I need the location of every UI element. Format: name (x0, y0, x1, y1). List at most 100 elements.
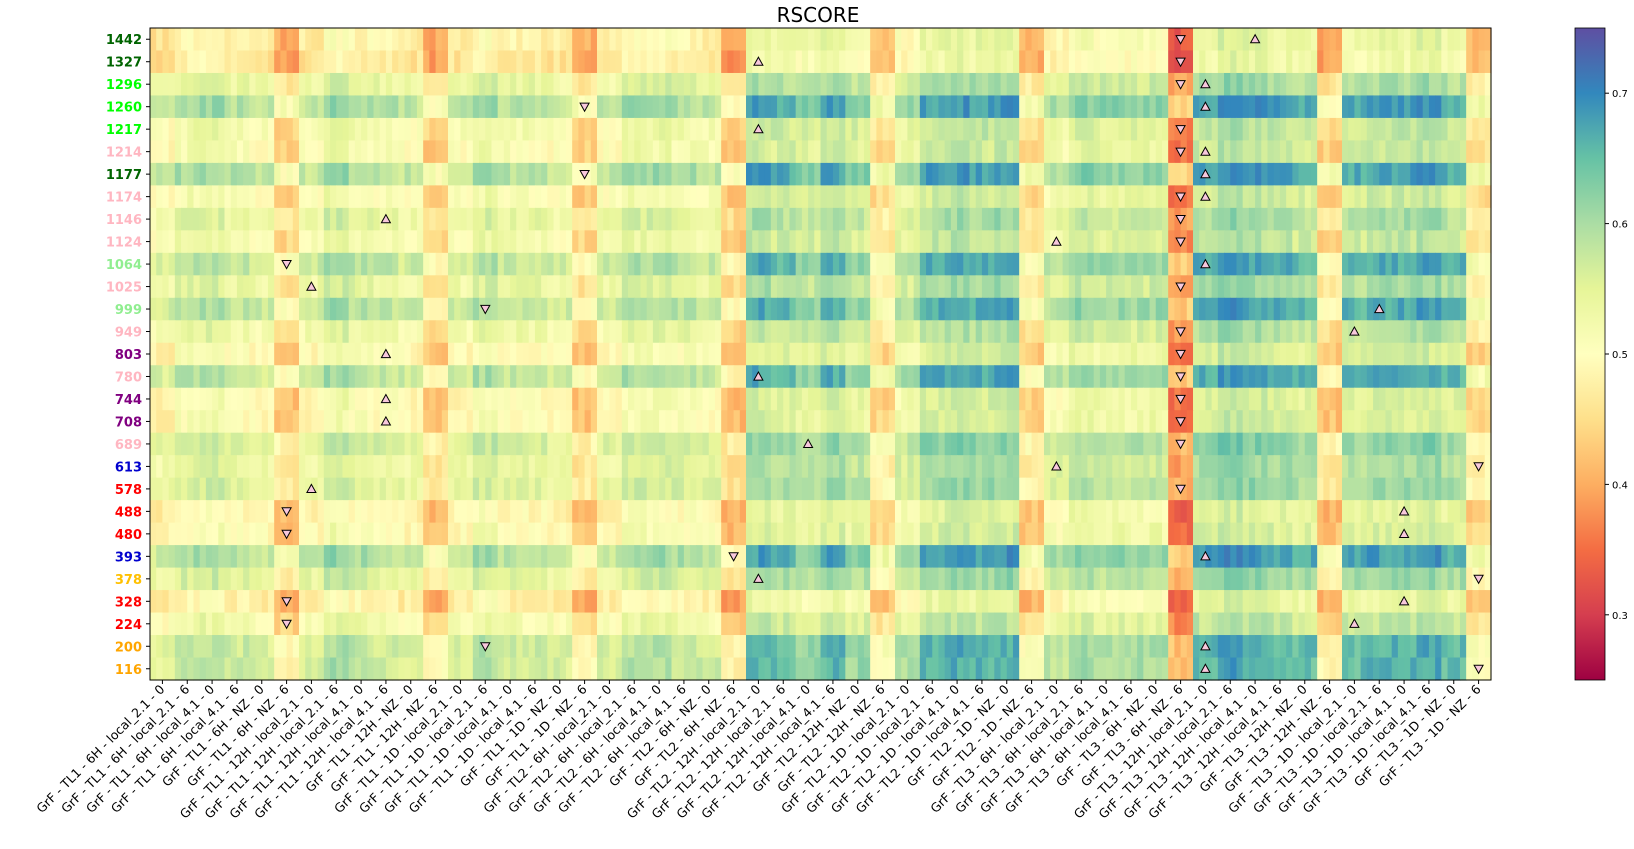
heatmap-cell (690, 275, 697, 299)
heatmap-cell (150, 72, 157, 97)
heatmap-cell (243, 117, 250, 142)
heatmap-cell (1472, 185, 1480, 209)
heatmap-cell (373, 320, 381, 344)
heatmap-cell (410, 387, 418, 411)
heatmap-cell (590, 297, 598, 321)
heatmap-cell (826, 117, 834, 142)
heatmap-cell (423, 72, 430, 97)
heatmap-cell (541, 230, 548, 254)
heatmap-cell (416, 230, 424, 254)
heatmap-cell (1317, 410, 1324, 434)
heatmap-cell (553, 500, 561, 524)
heatmap-cell (1279, 500, 1287, 524)
heatmap-cell (969, 185, 977, 209)
heatmap-cell (1161, 410, 1169, 434)
heatmap-cell (590, 410, 598, 434)
heatmap-cell (1416, 162, 1424, 186)
heatmap-cell (839, 185, 846, 209)
heatmap-cell (162, 432, 170, 456)
heatmap-cell (516, 320, 524, 344)
heatmap-cell (398, 522, 406, 546)
heatmap-cell (789, 500, 797, 524)
heatmap-cell (1025, 252, 1033, 276)
heatmap-cell (957, 185, 964, 209)
heatmap-cell (714, 117, 722, 142)
heatmap-cell (665, 72, 673, 97)
heatmap-cell (826, 522, 834, 546)
heatmap-cell (1193, 95, 1200, 119)
heatmap-cell (814, 432, 822, 456)
heatmap-cell (224, 185, 232, 209)
heatmap-cell (1075, 387, 1082, 411)
heatmap-cell (1056, 95, 1064, 119)
heatmap-cell (1292, 207, 1300, 231)
heatmap-cell (981, 252, 989, 276)
heatmap-cell (615, 365, 623, 389)
heatmap-cell (1093, 230, 1101, 254)
heatmap-cell (1037, 297, 1045, 321)
heatmap-cell (975, 50, 983, 74)
heatmap-cell (926, 72, 933, 97)
heatmap-cell (553, 297, 561, 321)
heatmap-cell (683, 500, 691, 524)
heatmap-cell (212, 387, 219, 411)
heatmap-cell (205, 275, 213, 299)
heatmap-cell (497, 117, 505, 142)
heatmap-cell (1261, 522, 1269, 546)
heatmap-cell (1000, 140, 1008, 164)
heatmap-cell (1174, 522, 1182, 546)
heatmap-cell (1037, 252, 1045, 276)
heatmap-cell (547, 28, 555, 52)
heatmap-cell (255, 297, 263, 321)
heatmap-cell (1379, 342, 1387, 366)
heatmap-cell (230, 297, 238, 321)
heatmap-cell (416, 432, 424, 456)
heatmap-cell (963, 50, 971, 74)
heatmap-cell (168, 320, 176, 344)
heatmap-cell (1298, 342, 1306, 366)
heatmap-cell (1025, 95, 1033, 119)
heatmap-cell (764, 500, 772, 524)
heatmap-cell (1037, 387, 1045, 411)
heatmap-cell (919, 477, 927, 501)
heatmap-cell (1124, 410, 1132, 434)
heatmap-cell (714, 365, 722, 389)
heatmap-cell (565, 207, 573, 231)
heatmap-cell (1304, 455, 1312, 479)
heatmap-cell (1255, 252, 1262, 276)
heatmap-cell (348, 297, 356, 321)
heatmap-cell (1248, 342, 1256, 366)
heatmap-cell (218, 252, 226, 276)
heatmap-cell (727, 185, 735, 209)
heatmap-cell (448, 185, 455, 209)
heatmap-cell (820, 162, 828, 186)
heatmap-cell (1459, 95, 1467, 119)
heatmap-cell (466, 95, 474, 119)
heatmap-cell (1267, 365, 1275, 389)
heatmap-cell (957, 387, 964, 411)
heatmap-cell (777, 320, 784, 344)
heatmap-cell (1342, 365, 1349, 389)
heatmap-cell (1354, 185, 1362, 209)
heatmap-cell (1199, 387, 1207, 411)
heatmap-cell (919, 230, 927, 254)
heatmap-cell (181, 477, 188, 501)
heatmap-cell (572, 185, 579, 209)
heatmap-cell (1366, 117, 1374, 142)
heatmap-cell (1217, 28, 1225, 52)
heatmap-cell (1056, 410, 1064, 434)
heatmap-cell (1230, 28, 1238, 52)
heatmap-cell (162, 185, 170, 209)
heatmap-cell (385, 140, 393, 164)
heatmap-cell (410, 230, 418, 254)
heatmap-cell (901, 320, 909, 344)
heatmap-cell (497, 387, 505, 411)
heatmap-cell (708, 275, 716, 299)
heatmap-cell (1044, 477, 1051, 501)
heatmap-cell (746, 252, 753, 276)
heatmap-cell (472, 500, 480, 524)
heatmap-cell (1279, 207, 1287, 231)
heatmap-cell (236, 252, 244, 276)
heatmap-cell (764, 455, 772, 479)
heatmap-cell (1422, 28, 1430, 52)
